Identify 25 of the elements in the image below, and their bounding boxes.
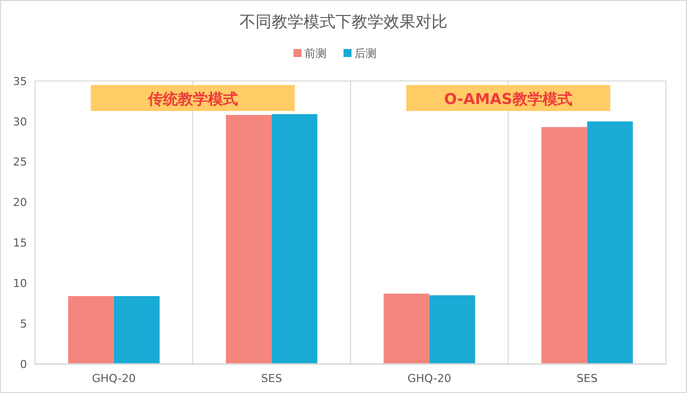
bar <box>384 294 430 364</box>
y-tick-label: 0 <box>20 358 27 371</box>
bar <box>272 114 318 364</box>
y-tick-label: 15 <box>13 236 27 250</box>
bar <box>226 114 272 364</box>
y-tick-label: 25 <box>13 156 27 169</box>
y-tick-label: 20 <box>13 196 27 210</box>
x-tick-label: GHQ-20 <box>408 372 452 385</box>
y-tick-label: 30 <box>13 115 27 128</box>
legend-label: 后测 <box>354 47 376 60</box>
y-tick-label: 5 <box>20 317 27 330</box>
bar <box>429 295 476 364</box>
y-tick-label: 10 <box>13 276 27 290</box>
bar <box>587 121 633 364</box>
legend-label: 前测 <box>304 47 326 60</box>
x-tick-label: SES <box>576 372 598 385</box>
bar <box>68 296 114 364</box>
chart-title: 不同教学模式下教学效果对比 <box>240 12 448 31</box>
bar <box>114 296 160 364</box>
x-tick-label: GHQ-20 <box>92 372 136 385</box>
annotation: O-AMAS教学模式 <box>444 90 572 108</box>
y-tick-label: 35 <box>13 74 27 88</box>
annotation: 传统教学模式 <box>146 90 238 108</box>
x-tick-label: SES <box>261 372 282 385</box>
bar <box>541 127 588 364</box>
